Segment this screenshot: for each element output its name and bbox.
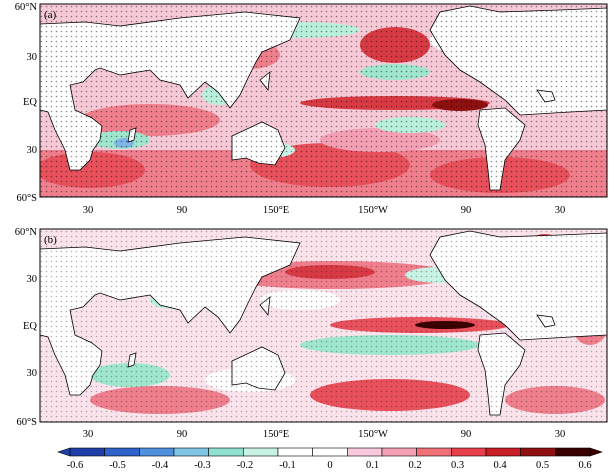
panel-a-frame [39, 3, 608, 198]
colorbar-left-arrow [57, 447, 71, 457]
colorbar-tick-label: 0 [327, 460, 332, 471]
panel-a-lat-tick: 60°S [16, 193, 37, 204]
colorbar-segment [104, 447, 140, 457]
colorbar-segment [243, 447, 279, 457]
colorbar-segment [416, 447, 452, 457]
colorbar-tick-label: -0.6 [67, 460, 84, 471]
colorbar-segment [139, 447, 175, 457]
panel-b-frame [39, 228, 608, 423]
panel-a-lat-tick: EQ [23, 97, 37, 108]
colorbar-segment [485, 447, 521, 457]
panel-a: (a) 60°N 30 EQ 30 60°S 30 90 150°E 150°W… [15, 2, 608, 216]
panel-b-lon-tick: 90 [177, 429, 188, 440]
colorbar-segment [555, 447, 591, 457]
colorbar-segments [57, 447, 603, 457]
panel-b: (b) 60°N 30 EQ 30 60°S 30 90 150°E 150°W… [15, 227, 608, 440]
panel-b-lon-tick: 90 [461, 429, 472, 440]
colorbar-tick-label: -0.5 [109, 460, 126, 471]
panel-a-lat-tick: 30 [27, 52, 38, 63]
panel-a-lon-tick: 30 [83, 205, 94, 216]
colorbar-tick-label: 0.6 [578, 460, 591, 471]
panel-b-lon-tick: 150°E [263, 429, 289, 440]
colorbar-tick-label: 0.5 [536, 460, 549, 471]
colorbar-segment [381, 447, 417, 457]
colorbar-segment [451, 447, 487, 457]
panel-b-lat-tick: 30 [27, 368, 38, 379]
panel-a-lon-tick: 150°E [263, 205, 289, 216]
panel-b-lat-tick: EQ [23, 321, 37, 332]
colorbar-tick-label: -0.4 [152, 460, 169, 471]
colorbar-segment [520, 447, 556, 457]
panel-b-lat-tick: 60°S [16, 417, 37, 428]
colorbar-tick-label: 0.4 [493, 460, 507, 471]
panel-b-lon-tick: 150°W [358, 429, 388, 440]
panel-a-lon-tick: 90 [177, 205, 188, 216]
colorbar-segment [312, 447, 348, 457]
colorbar: -0.6 -0.5 -0.4 -0.3 -0.2 -0.1 0 0.1 0.2 0.3 0.4 0.5… [57, 447, 603, 471]
colorbar-tick-label: 0.2 [408, 460, 421, 471]
panel-a-lon-tick: 30 [555, 205, 566, 216]
panel-a-field [40, 4, 607, 197]
colorbar-tick-label: -0.2 [237, 460, 254, 471]
panel-a-lat-tick: 60°N [15, 2, 38, 13]
colorbar-segment [69, 447, 105, 457]
colorbar-tick-label: -0.1 [279, 460, 296, 471]
panel-a-lon-tick: 90 [461, 205, 472, 216]
colorbar-tick-label: 0.1 [366, 460, 379, 471]
colorbar-right-arrow [589, 447, 603, 457]
panel-b-lat-tick: 30 [27, 274, 38, 285]
panel-b-field [40, 229, 607, 422]
colorbar-tick-label: 0.3 [451, 460, 464, 471]
panel-a-label: (a) [44, 9, 57, 21]
colorbar-segment [208, 447, 244, 457]
panel-b-lat-tick: 60°N [15, 227, 38, 238]
colorbar-tick-label: -0.3 [194, 460, 211, 471]
colorbar-segment [277, 447, 313, 457]
colorbar-tick-labels: -0.6 -0.5 -0.4 -0.3 -0.2 -0.1 0 0.1 0.2 0.3 0.4 0.5… [67, 460, 592, 471]
panel-b-lon-tick: 30 [83, 429, 94, 440]
colorbar-segment [347, 447, 383, 457]
panel-a-lon-tick: 150°W [358, 205, 388, 216]
panel-a-lat-tick: 30 [27, 145, 38, 156]
panel-b-label: (b) [44, 234, 57, 246]
colorbar-segment [173, 447, 209, 457]
panel-b-lon-tick: 30 [555, 429, 566, 440]
